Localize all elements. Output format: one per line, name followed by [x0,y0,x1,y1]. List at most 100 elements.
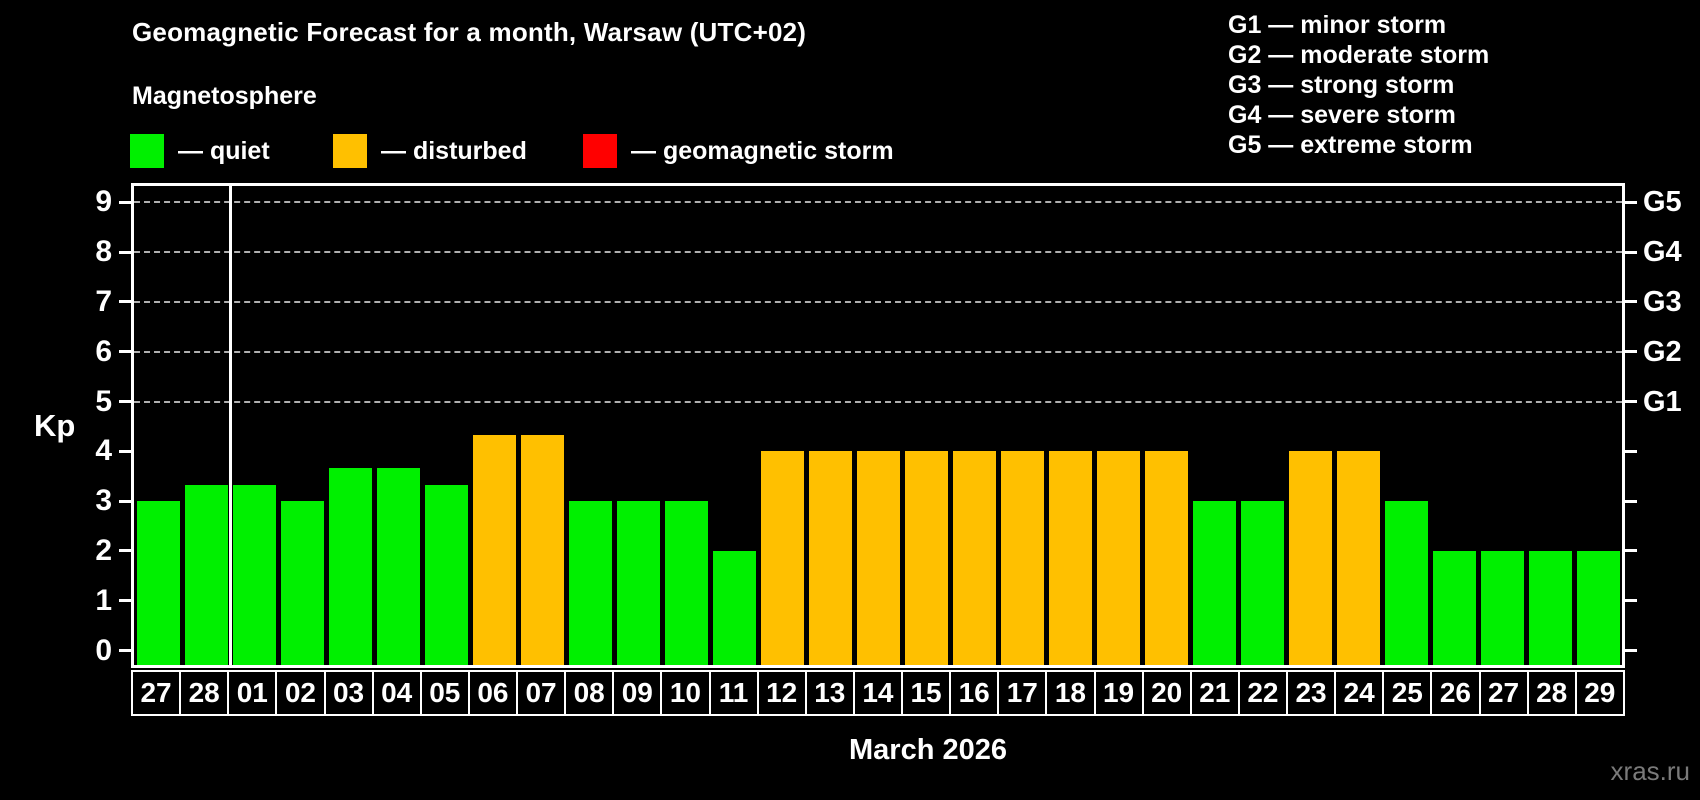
kp-bar-day-12 [760,451,804,665]
watermark: xras.ru [1610,756,1690,786]
day-label: 21 [1189,670,1240,716]
right-axis-label-g5: G5 [1643,186,1682,219]
day-label: 13 [804,670,855,716]
day-label: 03 [323,670,374,716]
day-label: 06 [467,670,518,716]
g-scale-line-g4: G4 — severe storm [1228,101,1456,129]
y-tick-right-2 [1625,549,1637,553]
legend-label-storm: — geomagnetic storm [631,136,894,165]
gridline-kp-6 [134,350,1622,353]
kp-bar-day-05 [424,484,468,665]
right-axis-label-g3: G3 [1643,285,1682,318]
gridline-kp-9 [134,201,1622,204]
chart-subtitle: Magnetosphere [132,82,317,110]
day-label: 08 [564,670,615,716]
day-label: 24 [1334,670,1385,716]
y-axis-label-kp: Kp [34,408,76,443]
kp-bar-day-06 [472,434,516,665]
kp-bar-day-18 [1048,451,1092,665]
kp-bar-day-28 [184,484,228,665]
y-tick-left-3 [119,499,131,503]
day-label: 09 [612,670,663,716]
g-scale-legend: G1 — minor storm G2 — moderate storm G3 … [1228,10,1489,160]
legend-label-quiet: — quiet [178,136,270,165]
day-label: 19 [1093,670,1144,716]
kp-bar-day-27 [136,501,180,665]
kp-bar-day-29 [1576,550,1620,665]
quiet-color-swatch [130,134,164,168]
right-axis-label-g2: G2 [1643,335,1682,368]
legend-item-storm: — geomagnetic storm [583,133,894,169]
y-tick-right-4 [1625,449,1637,453]
kp-bar-day-11 [712,550,756,665]
kp-bar-day-24 [1336,451,1380,665]
kp-bar-day-14 [856,451,900,665]
y-tick-label-9: 9 [95,185,112,219]
gridline-kp-5 [134,400,1622,403]
day-label: 14 [852,670,903,716]
y-tick-label-0: 0 [95,633,112,667]
y-tick-label-3: 3 [95,484,112,518]
kp-bar-day-15 [904,451,948,665]
legend-item-disturbed: — disturbed [333,133,527,169]
right-axis-label-g1: G1 [1643,385,1682,418]
y-tick-left-7 [119,300,131,304]
y-tick-right-7 [1625,300,1637,304]
y-tick-label-1: 1 [95,583,112,617]
y-tick-left-2 [119,549,131,553]
day-label: 17 [997,670,1048,716]
y-tick-right-5 [1625,400,1637,403]
y-tick-left-8 [119,250,131,254]
y-tick-label-2: 2 [95,533,112,567]
y-tick-label-8: 8 [95,235,112,269]
day-label: 28 [179,670,230,716]
g-scale-line-g1: G1 — minor storm [1228,11,1447,39]
day-label: 12 [756,670,807,716]
kp-bar-day-04 [376,467,420,665]
day-label: 04 [371,670,422,716]
y-tick-label-5: 5 [95,384,112,418]
day-label: 18 [1045,670,1096,716]
y-tick-right-1 [1625,599,1637,603]
kp-bar-day-16 [952,451,996,665]
day-label: 22 [1237,670,1288,716]
day-label: 05 [419,670,470,716]
day-label: 26 [1430,670,1481,716]
gridline-kp-8 [134,251,1622,254]
kp-bar-day-28 [1528,550,1572,665]
g-scale-line-g2: G2 — moderate storm [1228,41,1490,69]
kp-bar-day-27 [1480,550,1524,665]
y-tick-label-7: 7 [95,284,112,318]
kp-bar-day-20 [1144,451,1188,665]
kp-bar-day-13 [808,451,852,665]
day-label: 20 [1141,670,1192,716]
kp-bar-day-19 [1096,451,1140,665]
kp-bar-day-23 [1288,451,1332,665]
y-tick-left-0 [119,649,131,652]
kp-bar-day-03 [328,467,372,665]
day-label: 15 [901,670,952,716]
kp-bar-day-25 [1384,501,1428,665]
kp-bar-day-21 [1192,501,1236,665]
day-label: 07 [516,670,567,716]
kp-bar-day-09 [616,501,660,665]
y-tick-right-9 [1625,200,1637,204]
y-tick-right-8 [1625,250,1637,254]
day-label: 01 [227,670,278,716]
plot-area [131,183,1625,668]
y-tick-right-0 [1625,649,1637,652]
disturbed-color-swatch [333,134,367,168]
day-label: 27 [1478,670,1529,716]
y-tick-left-5 [119,400,131,403]
gridline-kp-7 [134,300,1622,303]
legend-label-disturbed: — disturbed [381,136,527,165]
kp-bar-day-10 [664,501,708,665]
g-scale-line-g5: G5 — extreme storm [1228,131,1473,159]
kp-bar-day-08 [568,501,612,665]
kp-bar-day-26 [1432,550,1476,665]
right-axis-label-g4: G4 [1643,236,1682,269]
legend-item-quiet: — quiet [130,133,270,169]
y-tick-label-6: 6 [95,334,112,368]
kp-bar-day-01 [232,484,276,665]
